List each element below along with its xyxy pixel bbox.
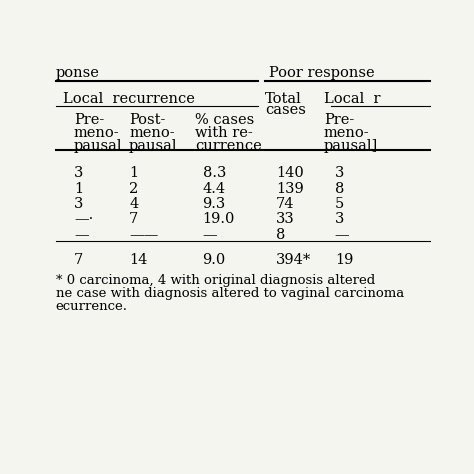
- Text: 9.0: 9.0: [202, 253, 226, 267]
- Text: 139: 139: [276, 182, 304, 196]
- Text: cases: cases: [265, 102, 306, 117]
- Text: ecurrence.: ecurrence.: [55, 300, 128, 312]
- Text: Total: Total: [265, 91, 302, 106]
- Text: Pre-: Pre-: [324, 113, 354, 128]
- Text: 394*: 394*: [276, 253, 311, 267]
- Text: 19: 19: [335, 253, 353, 267]
- Text: 2: 2: [129, 182, 138, 196]
- Text: ne case with diagnosis altered to vaginal carcinoma: ne case with diagnosis altered to vagina…: [55, 287, 404, 300]
- Text: meno-: meno-: [129, 126, 175, 140]
- Text: meno-: meno-: [324, 126, 369, 140]
- Text: Pre-: Pre-: [74, 113, 104, 128]
- Text: —·: —·: [74, 212, 93, 227]
- Text: % cases: % cases: [195, 113, 255, 128]
- Text: pausal]: pausal]: [324, 139, 378, 153]
- Text: 5: 5: [335, 197, 344, 211]
- Text: —: —: [202, 228, 217, 242]
- Text: ——: ——: [129, 228, 158, 242]
- Text: 1: 1: [74, 182, 83, 196]
- Text: Poor response: Poor response: [269, 66, 374, 80]
- Text: 8.3: 8.3: [202, 166, 226, 181]
- Text: pausal: pausal: [74, 139, 122, 153]
- Text: ponse: ponse: [55, 66, 100, 80]
- Text: 8: 8: [335, 182, 344, 196]
- Text: Post-: Post-: [129, 113, 165, 128]
- Text: Local  r: Local r: [324, 91, 380, 106]
- Text: 3: 3: [74, 197, 83, 211]
- Text: 140: 140: [276, 166, 304, 181]
- Text: 7: 7: [129, 212, 138, 227]
- Text: currence: currence: [195, 139, 262, 153]
- Text: pausal: pausal: [129, 139, 178, 153]
- Text: 1: 1: [129, 166, 138, 181]
- Text: 14: 14: [129, 253, 147, 267]
- Text: * 0 carcinoma, 4 with original diagnosis altered: * 0 carcinoma, 4 with original diagnosis…: [55, 274, 375, 287]
- Text: 3: 3: [335, 166, 344, 181]
- Text: —: —: [335, 228, 349, 242]
- Text: 74: 74: [276, 197, 294, 211]
- Text: 3: 3: [335, 212, 344, 227]
- Text: 8: 8: [276, 228, 285, 242]
- Text: 4: 4: [129, 197, 138, 211]
- Text: —: —: [74, 228, 89, 242]
- Text: 33: 33: [276, 212, 295, 227]
- Text: 4.4: 4.4: [202, 182, 226, 196]
- Text: 7: 7: [74, 253, 83, 267]
- Text: meno-: meno-: [74, 126, 119, 140]
- Text: Local  recurrence: Local recurrence: [63, 91, 195, 106]
- Text: 19.0: 19.0: [202, 212, 235, 227]
- Text: with re-: with re-: [195, 126, 253, 140]
- Text: 9.3: 9.3: [202, 197, 226, 211]
- Text: 3: 3: [74, 166, 83, 181]
